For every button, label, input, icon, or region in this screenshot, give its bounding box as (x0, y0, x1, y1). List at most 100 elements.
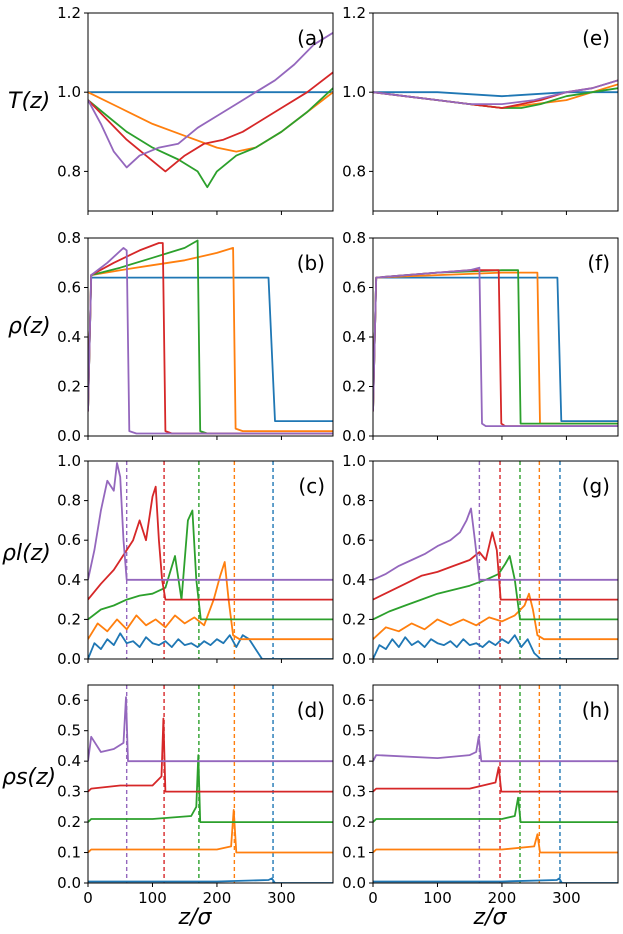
plot-area-c (88, 461, 333, 659)
panel-d: 0.0 0.1 0.2 0.3 0.4 0.5 0.6 0 100 200 300 (d) (57, 684, 334, 907)
series-green (88, 754, 333, 823)
plot-area-g (373, 461, 618, 659)
y-tick-label: 0.6 (342, 691, 366, 709)
series-orange (373, 271, 618, 425)
series-purple (88, 696, 333, 763)
panel-a: 0.8 1.0 1.2 (a) (57, 4, 334, 215)
x-tick-label: 200 (203, 889, 232, 907)
plot-area-b (88, 239, 333, 435)
y-tick-label: 0.2 (57, 610, 81, 628)
panel-label-b: (b) (297, 251, 325, 275)
plot-area-h (373, 685, 618, 883)
y-tick-label: 0.3 (342, 783, 366, 801)
axes-frame (372, 12, 619, 212)
axes-frame (87, 12, 334, 212)
series-red (88, 485, 333, 601)
series-orange (88, 809, 333, 854)
panel-label-g: (g) (582, 474, 610, 498)
y-tick-label: 0.1 (57, 844, 81, 862)
panel-b: 0.0 0.2 0.4 0.6 0.8 (b) (57, 229, 334, 445)
ylabel-t: T(z) (8, 89, 50, 114)
y-tick-label: 0.8 (57, 492, 81, 510)
series-blue (88, 632, 333, 659)
y-tick-label: 0.4 (57, 571, 81, 589)
y-tick-label: 0.4 (57, 752, 81, 770)
axes-frame (372, 237, 619, 437)
y-tick-label: 0.2 (342, 813, 366, 831)
y-tick-label: 0.8 (342, 229, 366, 247)
ylabel-rho: ρ(z) (8, 314, 51, 339)
y-tick-label: 1.0 (57, 452, 81, 470)
y-tick-label: 0.6 (57, 531, 81, 549)
series-green (373, 796, 618, 823)
panel-c: 0.0 0.2 0.4 0.6 0.8 1.0 (c) (57, 452, 334, 668)
y-tick-label: 0.0 (57, 650, 81, 668)
y-tick-label: 0.2 (57, 378, 81, 396)
x-tick-label: 300 (267, 889, 296, 907)
panel-e: 0.8 1.0 1.2 (e) (342, 4, 619, 215)
y-tick-label: 0.0 (57, 427, 81, 445)
panel-label-a: (a) (297, 26, 325, 50)
y-tick-label: 1.0 (342, 452, 366, 470)
series-blue (373, 91, 618, 98)
y-tick-label: 0.6 (342, 531, 366, 549)
panel-label-f: (f) (587, 251, 610, 275)
y-tick-label: 0.4 (57, 328, 81, 346)
xlabel-left: z/σ (178, 905, 213, 930)
y-tick-label: 0.0 (342, 874, 366, 892)
series-red (88, 71, 333, 173)
y-tick-label: 0.0 (342, 427, 366, 445)
series-purple (88, 462, 333, 581)
series-green (373, 555, 618, 621)
y-tick-label: 0.3 (57, 783, 81, 801)
y-tick-label: 0.6 (57, 691, 81, 709)
axes-frame (372, 460, 619, 660)
y-tick-label: 0.5 (342, 722, 366, 740)
y-tick-label: 0.1 (342, 844, 366, 862)
y-tick-label: 0.8 (342, 162, 366, 180)
panel-h: 0.0 0.1 0.2 0.3 0.4 0.5 0.6 0 100 200 300 (h) (342, 684, 619, 907)
x-tick-label: 0 (368, 889, 378, 907)
panel-label-d: (d) (297, 698, 325, 722)
axes-frame (372, 684, 619, 884)
series-blue (88, 877, 333, 883)
y-tick-label: 0.8 (57, 162, 81, 180)
series-orange (88, 246, 333, 433)
y-tick-label: 0.2 (57, 813, 81, 831)
y-tick-label: 0.4 (342, 571, 366, 589)
series-orange (373, 833, 618, 854)
x-tick-label: 300 (552, 889, 581, 907)
series-blue (373, 634, 618, 659)
y-tick-label: 0.2 (342, 378, 366, 396)
plot-area-f (373, 266, 618, 428)
series-blue (373, 276, 618, 423)
series-red (373, 766, 618, 793)
y-tick-label: 0.8 (342, 492, 366, 510)
series-orange (373, 592, 618, 641)
ylabel-rho-l: ρl(z) (2, 541, 51, 566)
series-orange (88, 561, 333, 641)
plot-area-a (88, 32, 333, 189)
xlabel-right: z/σ (473, 905, 508, 930)
series-purple (373, 79, 618, 105)
series-purple (373, 266, 618, 428)
ylabel-rho-s: ρs(z) (2, 765, 56, 790)
x-tick-label: 100 (423, 889, 452, 907)
series-purple (373, 507, 618, 581)
y-tick-label: 0.6 (342, 279, 366, 297)
y-tick-label: 1.2 (57, 4, 81, 22)
series-green (373, 269, 618, 425)
plot-area-e (373, 79, 618, 109)
y-tick-label: 0.2 (342, 610, 366, 628)
y-tick-label: 1.2 (342, 4, 366, 22)
axes-frame (87, 460, 334, 660)
axes-frame (87, 684, 334, 884)
y-tick-label: 1.0 (57, 83, 81, 101)
series-purple (88, 246, 333, 435)
y-tick-label: 0.4 (342, 752, 366, 770)
series-green (88, 509, 333, 621)
series-green (373, 87, 618, 109)
series-green (88, 87, 333, 189)
panel-f: 0.0 0.2 0.4 0.6 0.8 (f) (342, 229, 619, 445)
